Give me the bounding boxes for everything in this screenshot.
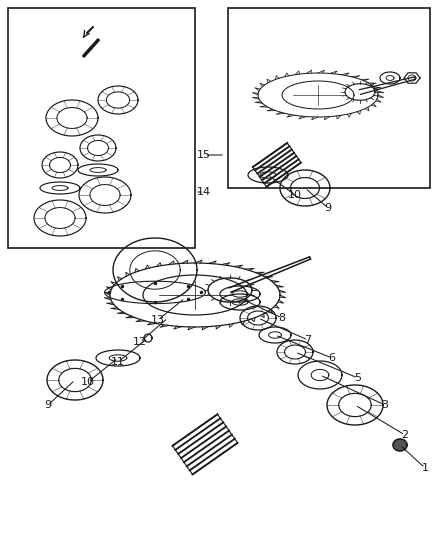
Text: 1: 1 xyxy=(421,463,428,473)
Text: 12: 12 xyxy=(133,337,147,347)
Text: 13: 13 xyxy=(151,315,165,325)
Text: 7: 7 xyxy=(304,335,311,345)
Text: 3: 3 xyxy=(381,400,389,410)
Polygon shape xyxy=(393,439,407,451)
Text: 10: 10 xyxy=(81,377,95,387)
Text: 10: 10 xyxy=(288,190,302,200)
Text: 9: 9 xyxy=(44,400,52,410)
Text: 14: 14 xyxy=(197,187,211,197)
Text: 11: 11 xyxy=(111,357,125,367)
Text: 5: 5 xyxy=(354,373,361,383)
Text: 15: 15 xyxy=(197,150,211,160)
Text: 8: 8 xyxy=(279,313,286,323)
Text: 6: 6 xyxy=(328,353,336,363)
Text: 9: 9 xyxy=(325,203,332,213)
Text: 2: 2 xyxy=(402,430,409,440)
